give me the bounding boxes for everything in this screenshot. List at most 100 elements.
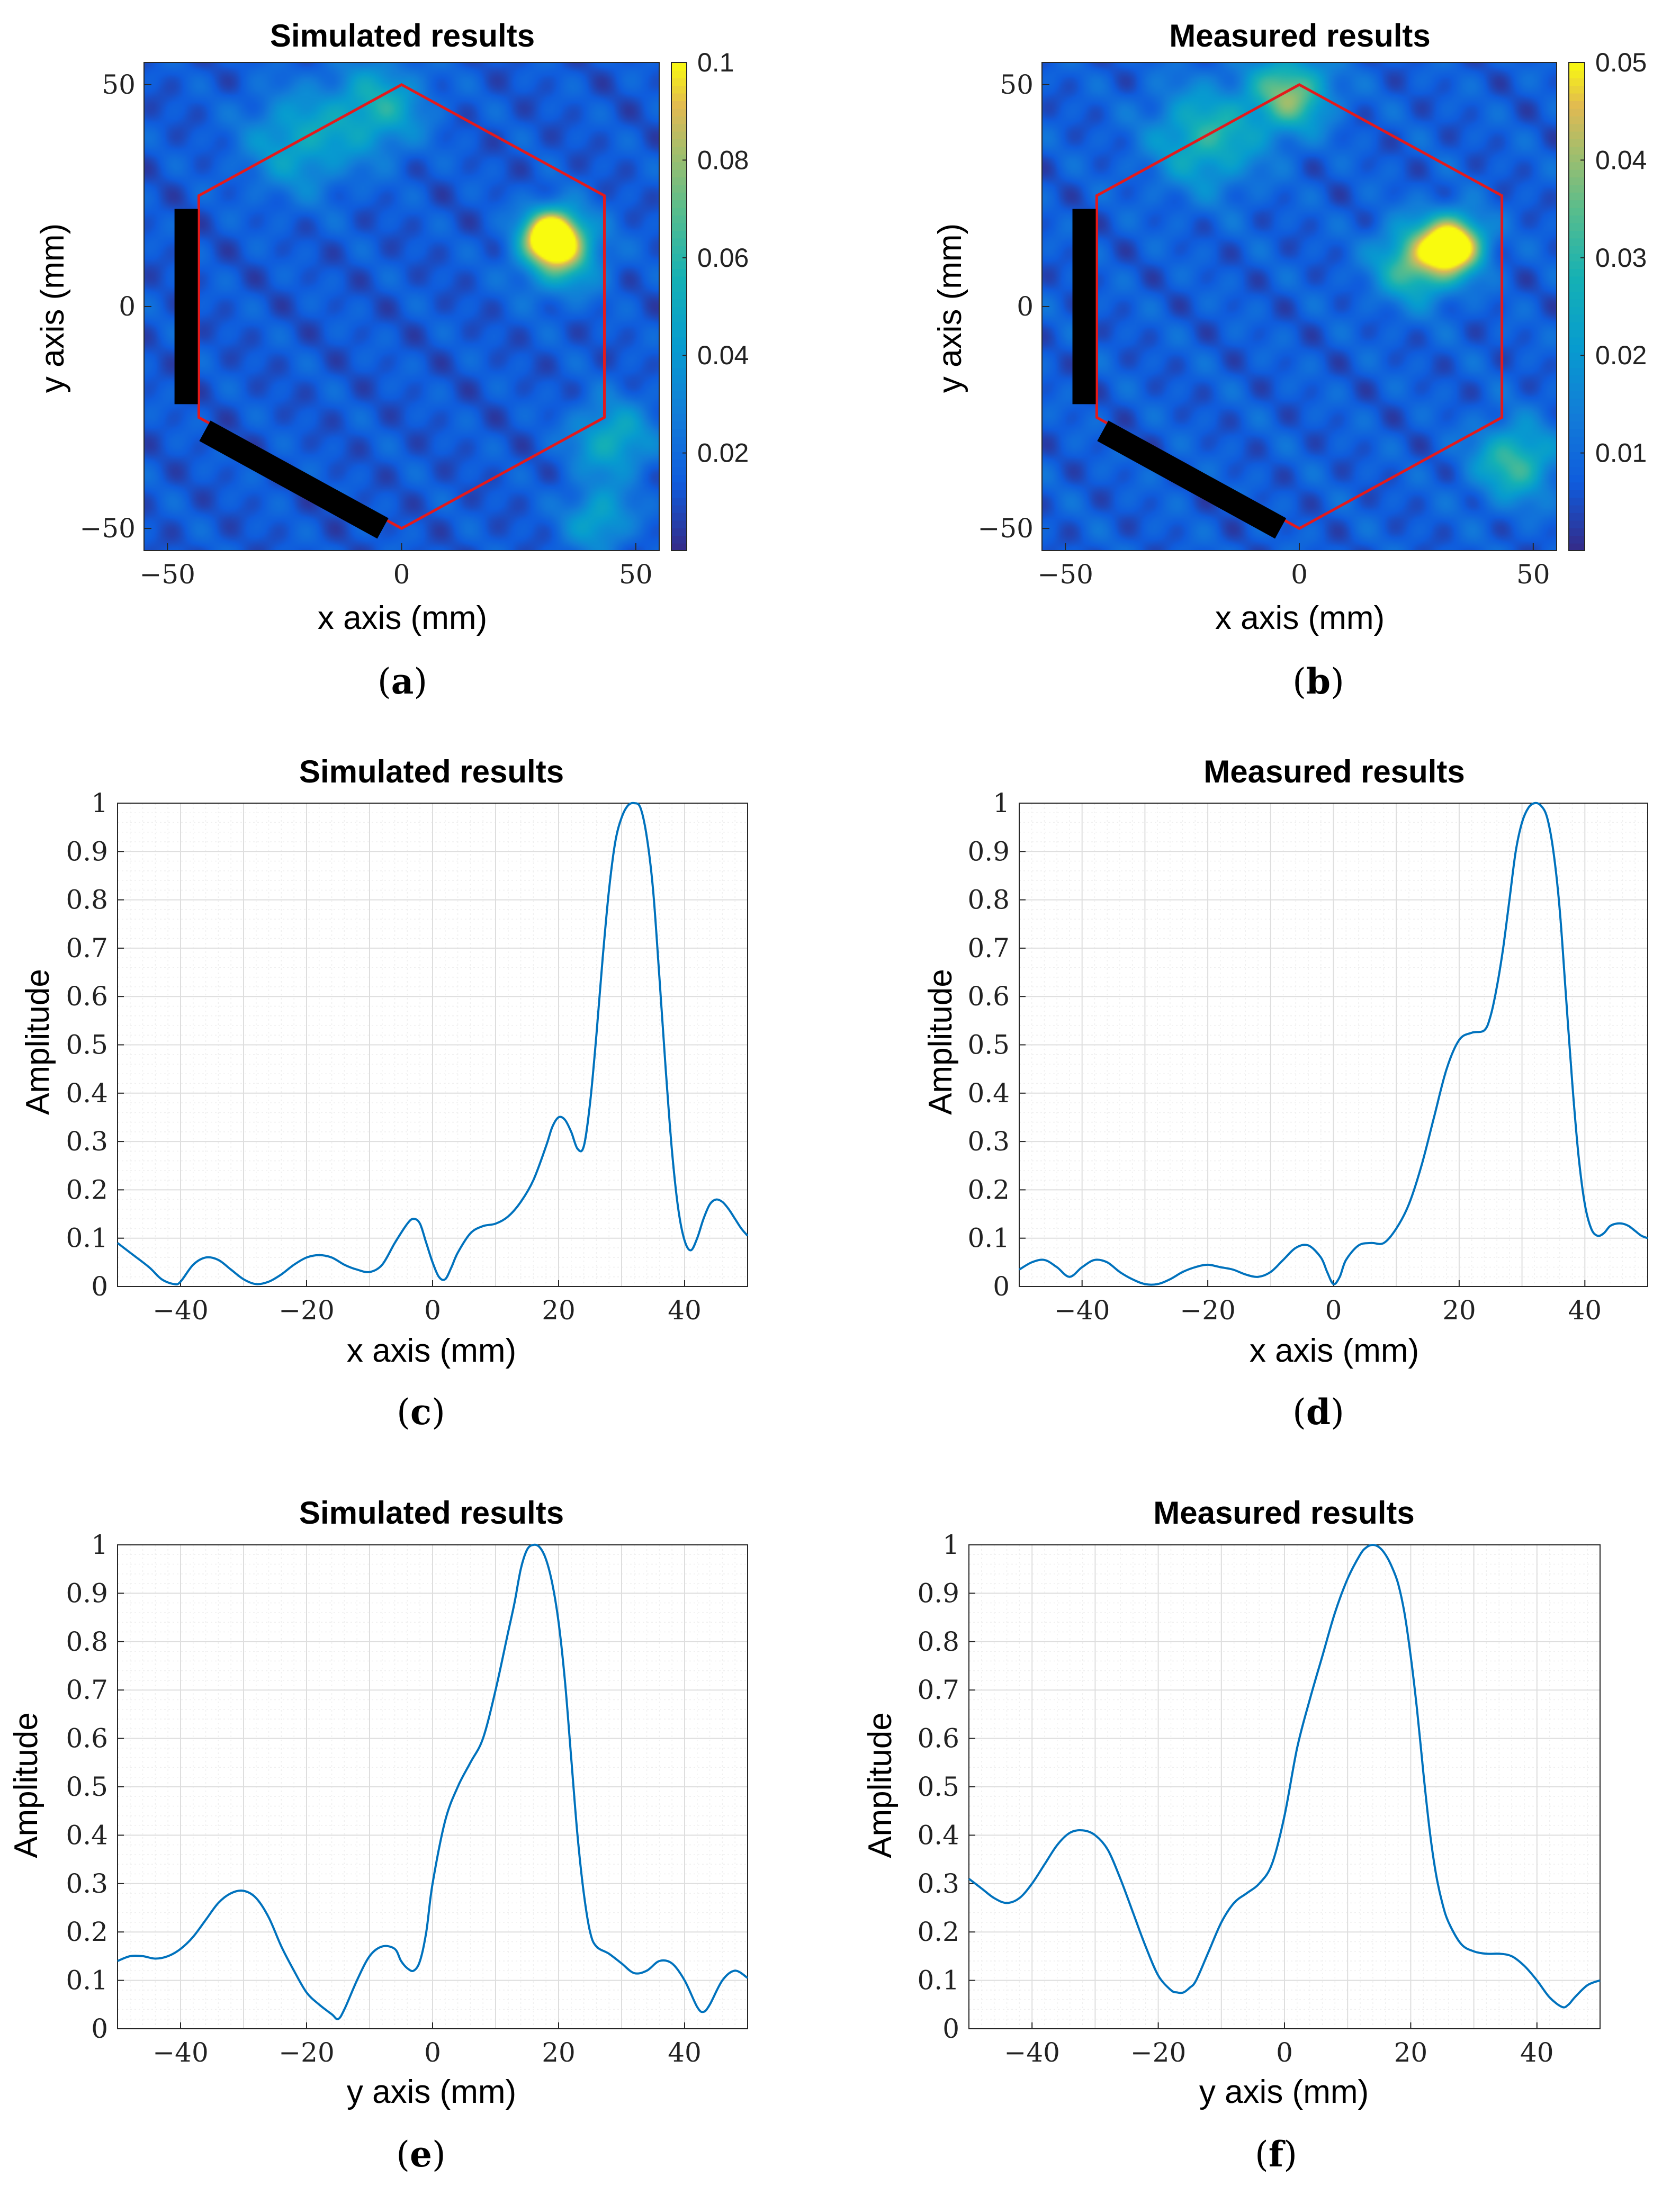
panel-b-colorbar-segment	[1569, 123, 1585, 132]
panel-d-ytick-label: 0.9	[967, 836, 1010, 867]
panel-a-colorbar-segment	[671, 398, 687, 407]
panel-a-colorbar-segment	[671, 489, 687, 498]
panel-d-ytick-label: 0.6	[967, 981, 1010, 1012]
panel-b-colorbar-segment	[1569, 390, 1585, 399]
panel-b-colorbar-segment	[1569, 444, 1585, 452]
panel-a-colorbar-segment	[671, 93, 687, 102]
panel-a-colorbar-segment	[671, 85, 687, 94]
panel-b-colorbar-segment	[1569, 543, 1585, 551]
panel-a-electrode-2	[199, 420, 389, 539]
panel-c-ytick-label: 1	[91, 788, 108, 818]
panel-a-colorbar-segment	[671, 131, 687, 140]
panel-f-ytick-label: 0.8	[917, 1626, 959, 1657]
panel-c-ytick-label: 0.7	[66, 933, 108, 964]
panel-e-xlabel: y axis (mm)	[347, 2074, 516, 2110]
panel-c-xtick-label: 20	[542, 1295, 576, 1326]
panel-b-colorbar-segment	[1569, 101, 1585, 109]
panel-e-ytick-label: 0.1	[66, 1965, 108, 1996]
panel-c-ytick-label: 0.4	[66, 1078, 108, 1109]
panel-e-ytick-label: 0.8	[66, 1626, 108, 1657]
panel-b-colorbar-segment	[1569, 253, 1585, 262]
panel-c-xtick-label: −40	[152, 1295, 209, 1326]
panel-a-colorbar-segment	[671, 329, 687, 338]
panel-d-xtick-label: 40	[1568, 1295, 1602, 1326]
panel-d-xtick-label: 0	[1325, 1295, 1342, 1326]
panel-e-ytick-label: 0.7	[66, 1675, 108, 1705]
panel-d-ytick-label: 0.1	[967, 1223, 1010, 1254]
panel-b-colorbar-segment	[1569, 139, 1585, 147]
panel-b-colorbar-segment	[1569, 245, 1585, 254]
panel-e-ytick-label: 0.9	[66, 1578, 108, 1608]
panel-b-colorbar-frame	[1568, 62, 1585, 551]
panel-b-xtick-label: 50	[1516, 559, 1550, 590]
panel-b-colorbar-segment	[1569, 505, 1585, 513]
panel-a-colorbar-segment	[671, 146, 687, 155]
panel-a-xtick-label: 0	[393, 559, 410, 590]
panel-a-colorbar-segment	[671, 352, 687, 361]
panel-a-colorbar-segment	[671, 283, 687, 292]
panel-b-colorbar-segment	[1569, 535, 1585, 544]
panel-d-line-chart: Measured results x axis (mm) Amplitude (…	[922, 754, 1648, 1433]
panel-a-colorbar-segment	[671, 436, 687, 445]
panel-a-colorbar-tick-label: 0.04	[697, 340, 749, 370]
panel-a-ytick-label: −50	[79, 513, 136, 544]
panel-b-colorbar-segment	[1569, 161, 1585, 170]
panel-f-xlabel: y axis (mm)	[1199, 2074, 1369, 2110]
panel-b-colorbar-segment	[1569, 512, 1585, 521]
panel-d-ytick-label: 1	[993, 788, 1010, 818]
panel-f-ytick-label: 0.4	[917, 1820, 959, 1850]
panel-d-xlabel: x axis (mm)	[1250, 1333, 1419, 1369]
panel-e-ytick-label: 0.5	[66, 1771, 108, 1802]
panel-a-colorbar-segment	[671, 62, 687, 71]
panel-a-colorbar-segment	[671, 413, 687, 422]
panel-b-colorbar-segment	[1569, 131, 1585, 140]
panel-a-colorbar-segment	[671, 535, 687, 544]
panel-a-colorbar-tick-label: 0.1	[697, 48, 734, 77]
panel-a-colorbar-segment	[671, 299, 687, 307]
panel-b-colorbar-segment	[1569, 321, 1585, 330]
panel-a-colorbar-segment	[671, 497, 687, 506]
panel-b-colorbar-segment	[1569, 291, 1585, 300]
panel-a-xtick-label: 50	[619, 559, 653, 590]
panel-f-xtick-label: −40	[1004, 2037, 1060, 2068]
panel-b-colorbar-segment	[1569, 436, 1585, 445]
panel-d-xtick-label: −20	[1180, 1295, 1236, 1326]
panel-b-colorbar-segment	[1569, 192, 1585, 201]
panel-f-ytick-label: 0.3	[917, 1868, 959, 1899]
panel-c-ytick-label: 0.6	[66, 981, 108, 1012]
panel-b-colorbar-segment	[1569, 520, 1585, 528]
panel-a-colorbar-segment	[671, 375, 687, 384]
panel-a-colorbar-segment	[671, 169, 687, 178]
panel-c-xlabel: x axis (mm)	[347, 1333, 516, 1369]
panel-b-colorbar-segment	[1569, 337, 1585, 346]
panel-b-colorbar-segment	[1569, 314, 1585, 322]
panel-b-colorbar-segment	[1569, 421, 1585, 429]
panel-e-ytick-label: 1	[91, 1530, 108, 1560]
panel-b-colorbar-segment	[1569, 307, 1585, 315]
panel-a-colorbar-segment	[671, 200, 687, 208]
panel-f-ytick-label: 0.9	[917, 1578, 959, 1608]
panel-f-ytick-label: 0.7	[917, 1675, 959, 1705]
panel-d-ytick-label: 0.7	[967, 933, 1010, 964]
panel-b-colorbar-segment	[1569, 398, 1585, 407]
panel-a-colorbar-segment	[671, 383, 687, 391]
panel-b-colorbar-segment	[1569, 299, 1585, 307]
panel-d-title: Measured results	[1203, 754, 1465, 789]
panel-b-ytick-label: 0	[1017, 291, 1034, 322]
panel-c-subcaption: (c)	[397, 1391, 445, 1433]
panel-b-colorbar-segment	[1569, 352, 1585, 361]
panel-a-colorbar-segment	[671, 406, 687, 414]
panel-b-colorbar-segment	[1569, 359, 1585, 368]
panel-a-colorbar-segment	[671, 245, 687, 254]
panel-e-xtick-label: 40	[668, 2037, 702, 2068]
panel-a-heatmap-field	[144, 62, 659, 551]
panel-e-ytick-label: 0.4	[66, 1820, 108, 1850]
panel-e-ytick-label: 0.3	[66, 1868, 108, 1899]
panel-b-colorbar-segment	[1569, 93, 1585, 102]
panel-c-ylabel: Amplitude	[20, 969, 56, 1115]
panel-c-title: Simulated results	[299, 754, 564, 789]
panel-e-ylabel: Amplitude	[8, 1712, 44, 1858]
panel-b-colorbar-segment	[1569, 367, 1585, 376]
panel-b-ytick-label: 50	[1000, 69, 1034, 100]
